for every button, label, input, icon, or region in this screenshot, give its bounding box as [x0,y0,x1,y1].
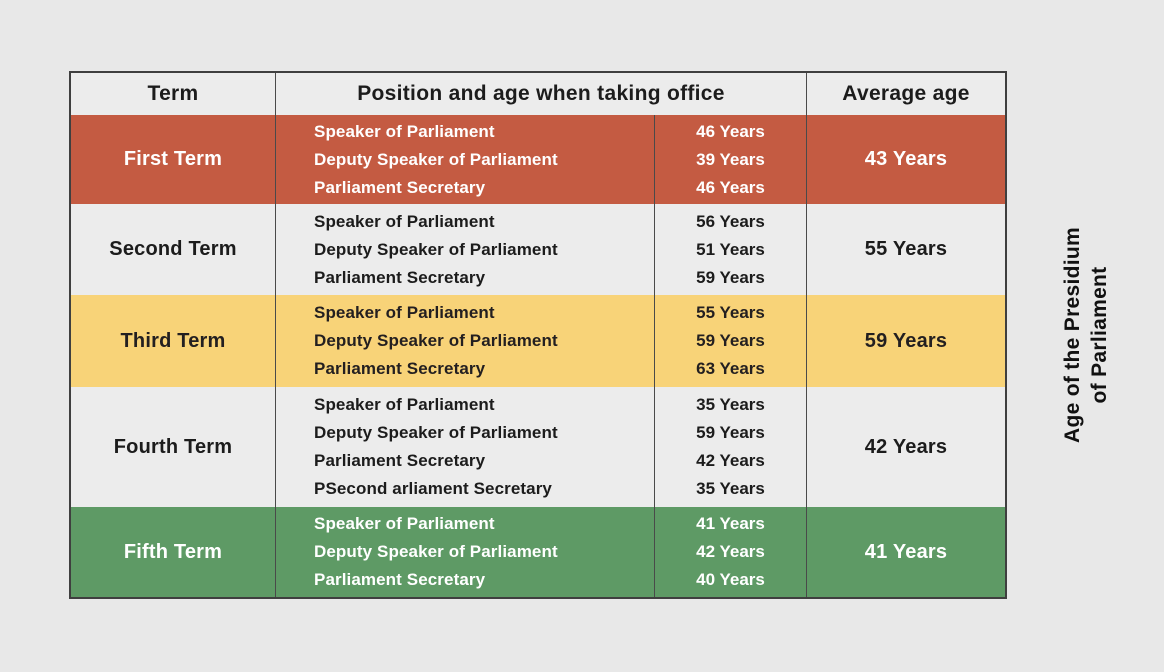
side-title-line2: of Parliament [1088,266,1111,404]
position-label: Speaker of Parliament [314,121,495,141]
column-header-average-age: Average age [807,73,1005,115]
position-label: Deputy Speaker of Parliament [314,149,558,169]
age-value: 35 Years [696,395,765,414]
age-value: 59 Years [696,267,765,287]
positions-cell: Speaker of Parliament Deputy Speaker of … [276,115,655,204]
age-value: 46 Years [696,177,765,197]
side-title-line1: Age of the Presidium [1061,226,1084,444]
position-label: Speaker of Parliament [314,211,495,231]
position-label: Speaker of Parliament [314,303,495,322]
position-label: Deputy Speaker of Parliament [314,423,558,442]
age-value: 59 Years [696,331,765,350]
position-label: Speaker of Parliament [314,395,495,414]
side-title: Age of the Presidium of Parliament [1014,71,1158,599]
age-value: 39 Years [696,149,765,169]
positions-cell: Speaker of Parliament Deputy Speaker of … [276,387,655,507]
presidium-age-table: Term Position and age when taking office… [69,71,1007,599]
age-value: 35 Years [696,479,765,498]
table-row-fourth-term: Fourth Term Speaker of Parliament Deputy… [71,387,1005,507]
age-value: 40 Years [696,570,765,589]
table-row-second-term: Second Term Speaker of Parliament Deputy… [71,204,1005,295]
term-cell: Fourth Term [71,387,276,507]
term-cell: Fifth Term [71,507,276,597]
age-value: 42 Years [696,451,765,470]
age-value: 63 Years [696,359,765,378]
average-age-cell: 55 Years [864,238,948,260]
table-row-fifth-term: Fifth Term Speaker of Parliament Deputy … [71,507,1005,597]
position-label: Parliament Secretary [314,267,486,287]
table-row-first-term: First Term Speaker of Parliament Deputy … [71,115,1005,204]
age-value: 41 Years [696,514,765,533]
age-value: 51 Years [696,239,765,259]
position-label: Deputy Speaker of Parliament [314,542,558,561]
column-header-term: Term [71,73,276,115]
position-label: Parliament Secretary [314,570,486,589]
ages-cell: 35 Years 59 Years 42 Years 35 Years [655,387,807,507]
position-label: Parliament Secretary [314,451,486,470]
term-cell: Third Term [71,295,276,387]
age-value: 42 Years [696,542,765,561]
age-value: 59 Years [696,423,765,442]
side-title-text: Age of the Presidium of Parliament [1059,227,1113,443]
average-age-cell: 59 Years [864,329,948,352]
ages-cell: 55 Years 59 Years 63 Years [655,295,807,387]
positions-cell: Speaker of Parliament Deputy Speaker of … [276,507,655,597]
average-age-cell: 41 Years [864,540,948,563]
table-row-third-term: Third Term Speaker of Parliament Deputy … [71,295,1005,387]
age-value: 56 Years [696,211,765,231]
ages-cell: 41 Years 42 Years 40 Years [655,507,807,597]
term-cell: Second Term [71,204,276,295]
positions-cell: Speaker of Parliament Deputy Speaker of … [276,204,655,295]
ages-cell: 46 Years 39 Years 46 Years [655,115,807,204]
position-label: Parliament Secretary [314,359,486,378]
table-header-row: Term Position and age when taking office… [71,73,1005,115]
ages-cell: 56 Years 51 Years 59 Years [655,204,807,295]
position-label: PSecond arliament Secretary [314,479,552,498]
position-label: Parliament Secretary [314,177,486,197]
age-value: 55 Years [696,303,765,322]
position-label: Deputy Speaker of Parliament [314,239,558,259]
column-header-position-age: Position and age when taking office [276,73,807,115]
age-value: 46 Years [696,121,765,141]
position-label: Deputy Speaker of Parliament [314,331,558,350]
positions-cell: Speaker of Parliament Deputy Speaker of … [276,295,655,387]
average-age-cell: 43 Years [864,148,948,170]
position-label: Speaker of Parliament [314,514,495,533]
term-cell: First Term [71,115,276,204]
average-age-cell: 42 Years [864,435,948,458]
